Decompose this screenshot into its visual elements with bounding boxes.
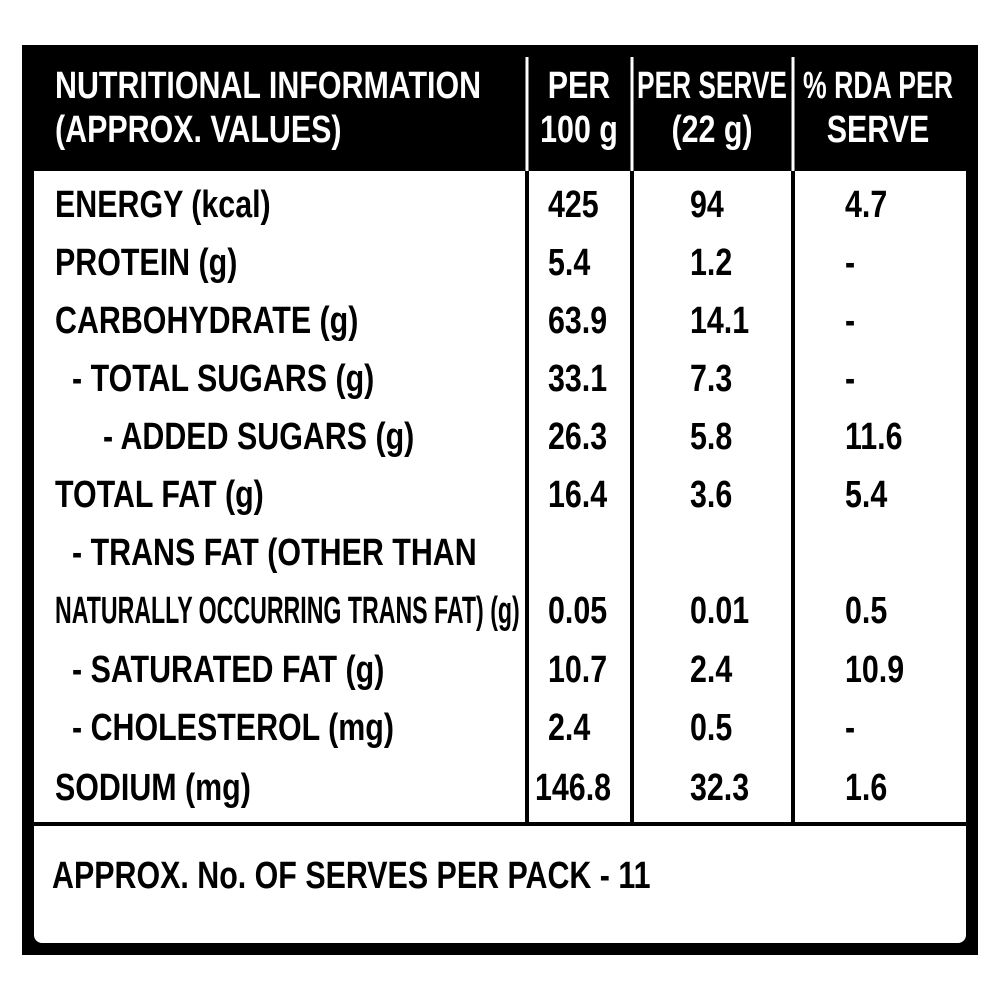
cell-value: 2.4 xyxy=(548,707,590,749)
header-title: NUTRITIONAL INFORMATION xyxy=(55,65,481,107)
cell-value: 11.6 xyxy=(845,416,902,458)
cell-value: 10.7 xyxy=(548,649,607,691)
row-label: - ADDED SUGARS (g) xyxy=(103,416,414,458)
column-header: 100 g xyxy=(540,109,618,151)
cell-value: 5.8 xyxy=(690,416,732,458)
cell-value: 425 xyxy=(548,184,599,226)
row-label: SODIUM (mg) xyxy=(55,767,251,809)
cell-value: 32.3 xyxy=(690,767,749,809)
cell-value: 94 xyxy=(690,184,724,226)
cell-value: - xyxy=(845,707,855,749)
column-header: SERVE xyxy=(827,109,930,151)
row-label: ENERGY (kcal) xyxy=(55,184,271,226)
row-label: NATURALLY OCCURRING TRANS FAT) (g) xyxy=(55,589,520,631)
cell-value: - xyxy=(845,358,855,400)
row-label: TOTAL FAT (g) xyxy=(55,474,264,516)
cell-value: 0.01 xyxy=(690,590,749,632)
cell-value: 146.8 xyxy=(535,767,611,809)
cell-value: 0.05 xyxy=(548,590,607,632)
cell-value: 0.5 xyxy=(690,707,732,749)
row-label: - SATURATED FAT (g) xyxy=(72,649,384,691)
cell-value: 5.4 xyxy=(548,242,590,284)
header-title: (APPROX. VALUES) xyxy=(55,109,342,151)
cell-value: 5.4 xyxy=(845,474,887,516)
cell-value: 3.6 xyxy=(690,474,732,516)
header-dividers xyxy=(525,57,795,171)
column-header: (22 g) xyxy=(671,109,752,151)
row-label: CARBOHYDRATE (g) xyxy=(55,300,358,342)
cell-value: 4.7 xyxy=(845,184,887,226)
cell-value: 1.2 xyxy=(690,242,732,284)
cell-value: 0.5 xyxy=(845,590,887,632)
column-header: PER xyxy=(548,65,611,107)
cell-value: 2.4 xyxy=(690,649,732,691)
body-dividers xyxy=(34,171,966,826)
column-header: % RDA PER xyxy=(803,63,953,106)
row-label: - TRANS FAT (OTHER THAN xyxy=(72,532,477,574)
inner-panel xyxy=(34,57,966,943)
cell-value: 33.1 xyxy=(548,358,607,400)
cell-value: 7.3 xyxy=(690,358,732,400)
cell-value: 16.4 xyxy=(548,474,607,516)
cell-value: 14.1 xyxy=(690,300,749,342)
cell-value: 10.9 xyxy=(845,649,904,691)
footer-text: APPROX. No. OF SERVES PER PACK - 11 xyxy=(52,855,651,897)
header-band xyxy=(34,57,966,171)
row-label: - TOTAL SUGARS (g) xyxy=(72,358,374,400)
row-label: PROTEIN (g) xyxy=(55,242,237,284)
cell-value: - xyxy=(845,300,855,342)
column-header: PER SERVE xyxy=(637,63,787,106)
cell-value: 26.3 xyxy=(548,416,607,458)
cell-value: - xyxy=(845,242,855,284)
cell-value: 1.6 xyxy=(845,767,887,809)
row-label: - CHOLESTEROL (mg) xyxy=(72,707,394,749)
cell-value: 63.9 xyxy=(548,300,607,342)
